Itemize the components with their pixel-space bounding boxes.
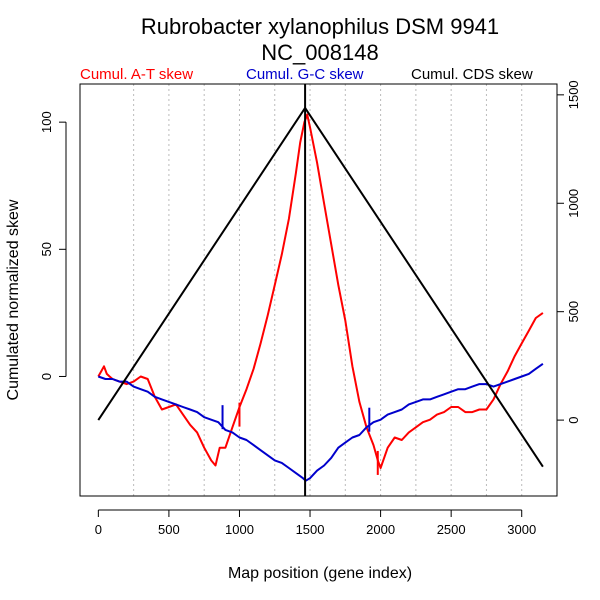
y2-tick-label-3: 1500 [566,80,581,109]
x-tick-label-5: 2500 [437,522,466,537]
x-tick-label-1: 500 [158,522,180,537]
y-axis-right: 0 500 1000 1500 [556,80,581,424]
x-tick-label-3: 1500 [296,522,325,537]
grid-lines [133,84,523,496]
chart-title: Rubrobacter xylanophilus DSM 9941 [141,14,499,39]
cumul-cds-skew-line [97,106,544,468]
x-axis-label: Map position (gene index) [228,565,412,582]
cumul-g-c-skew-line [97,362,544,482]
legend-cds-skew: Cumul. CDS skew [411,66,533,83]
y-tick-label-0: 0 [39,373,54,380]
x-tick-label-0: 0 [95,522,102,537]
annotations-group [221,84,379,496]
y-tick-label-1: 50 [39,242,54,256]
x-axis: 0 500 1000 1500 2000 2500 3000 [95,509,536,537]
legend-at-skew: Cumul. A-T skew [80,66,193,83]
cumul-a-t-skew-line [97,113,544,469]
y2-tick-label-2: 1000 [566,189,581,218]
y2-tick-label-0: 0 [566,416,581,423]
x-tick-label-2: 1000 [225,522,254,537]
chart-subtitle: NC_008148 [261,40,378,65]
x-tick-label-6: 3000 [507,522,536,537]
legend-gc-skew: Cumul. G-C skew [246,66,364,83]
series-group [97,106,544,482]
y-axis-label: Cumulated normalized skew [5,199,22,400]
y2-tick-label-1: 500 [566,301,581,323]
plot-frame [79,83,558,497]
x-tick-label-4: 2000 [366,522,395,537]
y-tick-label-2: 100 [39,111,54,133]
y-axis-left: 0 50 100 [39,111,67,380]
